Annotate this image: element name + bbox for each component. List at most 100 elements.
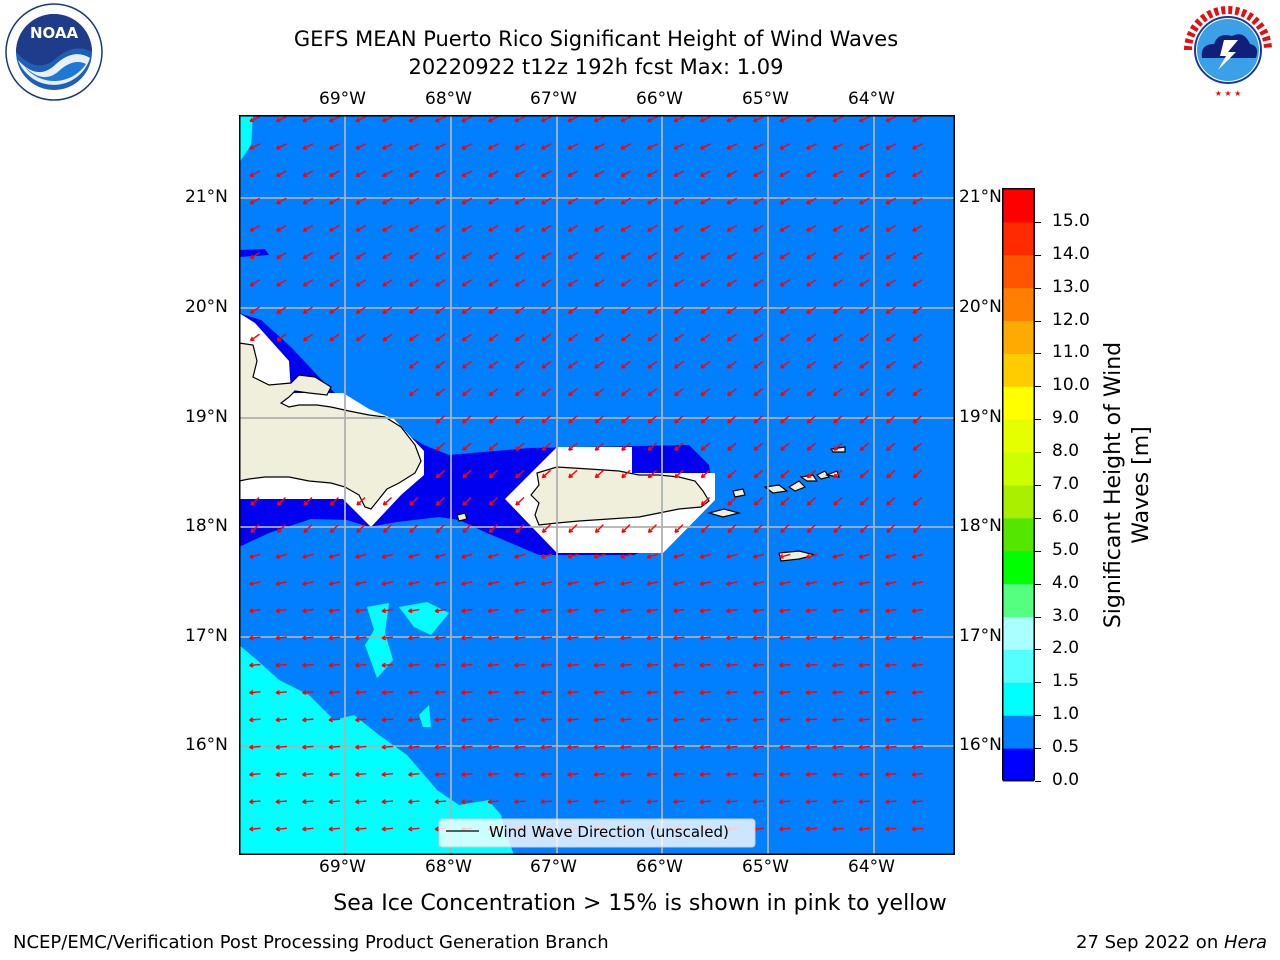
wind-wave-arrow-head — [409, 528, 412, 533]
wind-wave-arrow — [567, 718, 579, 721]
legend-label: Wind Wave Direction (unscaled) — [489, 823, 729, 841]
wind-wave-arrow-head — [885, 581, 890, 585]
wind-wave-arrow — [912, 442, 923, 451]
wind-wave-arrow-head — [302, 172, 306, 177]
wind-wave-arrow — [568, 469, 578, 479]
wind-wave-arrow — [541, 279, 552, 287]
wind-wave-arrow — [911, 691, 924, 694]
wind-wave-arrow — [461, 718, 473, 721]
wind-wave-arrow-head — [832, 364, 836, 369]
wind-wave-arrow-head — [302, 553, 307, 558]
wind-wave-arrow — [249, 224, 261, 232]
wind-wave-arrow — [779, 116, 791, 122]
wind-wave-arrow-head — [434, 635, 439, 639]
wind-wave-arrow-head — [700, 172, 704, 177]
wind-wave-arrow — [302, 827, 314, 830]
wind-wave-arrow-head — [381, 717, 386, 721]
wind-wave-arrow-head — [646, 662, 651, 667]
wind-wave-arrow — [620, 718, 632, 721]
wind-wave-arrow-head — [461, 799, 466, 803]
lat-label-right-6: 16°N — [959, 735, 1002, 755]
wind-wave-arrow-head — [620, 608, 625, 612]
wind-wave-arrow-head — [355, 744, 360, 748]
wind-wave-arrow-head — [753, 281, 757, 287]
wind-wave-arrow — [699, 691, 712, 694]
wind-wave-arrow-head — [700, 500, 704, 506]
wind-wave-arrow — [434, 663, 447, 667]
wind-wave-arrow-head — [461, 309, 465, 314]
wind-wave-arrow — [593, 581, 606, 585]
wind-wave-arrow-head — [594, 446, 598, 451]
wind-wave-arrow-head — [805, 744, 810, 748]
wind-wave-arrow — [436, 524, 445, 533]
wind-wave-arrow-head — [779, 689, 784, 694]
wind-wave-arrow-head — [461, 662, 466, 667]
wind-wave-arrow-head — [912, 227, 916, 232]
wind-wave-arrow — [462, 415, 472, 424]
wind-wave-arrow — [302, 718, 314, 721]
wind-wave-arrow — [488, 170, 499, 177]
wind-wave-arrow-head — [249, 227, 253, 232]
wind-wave-arrow — [806, 143, 817, 150]
wind-wave-arrow-head — [832, 553, 837, 558]
wind-wave-arrow-head — [302, 771, 307, 776]
wind-wave-arrow-head — [832, 635, 837, 639]
wind-wave-arrow — [488, 553, 499, 558]
wind-wave-arrow — [621, 442, 631, 451]
wind-wave-arrow — [886, 306, 896, 314]
wind-wave-arrow — [726, 663, 738, 667]
wind-wave-arrow — [328, 581, 341, 585]
wind-wave-arrow-head — [832, 717, 837, 721]
wind-wave-arrow — [832, 691, 844, 694]
wind-wave-arrow — [753, 224, 764, 232]
wind-wave-arrow-head — [381, 826, 386, 830]
wind-wave-arrow — [408, 663, 420, 667]
colorbar-tick-mark — [1035, 616, 1041, 618]
wind-wave-arrow — [673, 773, 685, 776]
wind-wave-arrow-head — [515, 500, 518, 506]
wind-wave-arrow — [646, 691, 659, 694]
wind-wave-arrow-head — [699, 689, 704, 694]
wind-wave-arrow — [726, 745, 738, 749]
colorbar-tick-label: 14.0 — [1052, 243, 1090, 264]
wind-wave-arrow — [462, 442, 472, 451]
wind-wave-arrow — [568, 388, 578, 396]
wind-wave-arrow — [515, 415, 525, 424]
wind-wave-arrow — [647, 306, 658, 314]
wind-wave-arrow-head — [859, 172, 863, 177]
wind-wave-arrow-head — [885, 254, 889, 259]
wind-wave-arrow-head — [461, 553, 466, 558]
wind-wave-arrow-head — [408, 254, 412, 259]
wind-wave-arrow-head — [912, 528, 916, 533]
map-title: GEFS MEAN Puerto Rico Significant Height… — [293, 27, 899, 51]
wind-wave-arrow-head — [355, 635, 360, 639]
wind-wave-arrow — [620, 745, 632, 749]
wind-wave-arrow — [727, 333, 737, 342]
wind-wave-arrow — [330, 524, 339, 533]
wind-wave-arrow-head — [540, 635, 545, 639]
wind-wave-arrow-head — [434, 608, 439, 612]
wind-wave-arrow-head — [806, 473, 810, 478]
wind-wave-arrow — [461, 636, 473, 639]
wind-wave-arrow — [409, 388, 419, 396]
wind-wave-arrow-head — [753, 391, 757, 396]
wind-wave-arrow — [515, 524, 525, 533]
wind-wave-arrow-head — [805, 771, 810, 776]
wind-wave-arrow-head — [328, 608, 333, 612]
wind-wave-arrow — [382, 116, 393, 122]
wind-wave-arrow — [753, 143, 764, 150]
wind-wave-arrow — [726, 252, 738, 259]
wind-wave-arrow — [832, 827, 844, 830]
wind-wave-arrow — [885, 691, 897, 694]
wind-wave-arrow-head — [673, 227, 677, 232]
wind-wave-arrow — [568, 442, 578, 451]
wind-wave-arrow — [488, 306, 499, 314]
colorbar-tick-mark — [1035, 715, 1041, 717]
wind-wave-arrow-head — [833, 473, 836, 478]
wind-wave-arrow-head — [699, 117, 704, 122]
wind-wave-arrow — [302, 279, 314, 287]
wind-wave-arrow-head — [567, 635, 572, 639]
wind-wave-arrow — [355, 800, 367, 803]
lon-label-top-4: 66°W — [636, 89, 683, 109]
wind-wave-arrow — [593, 800, 606, 803]
